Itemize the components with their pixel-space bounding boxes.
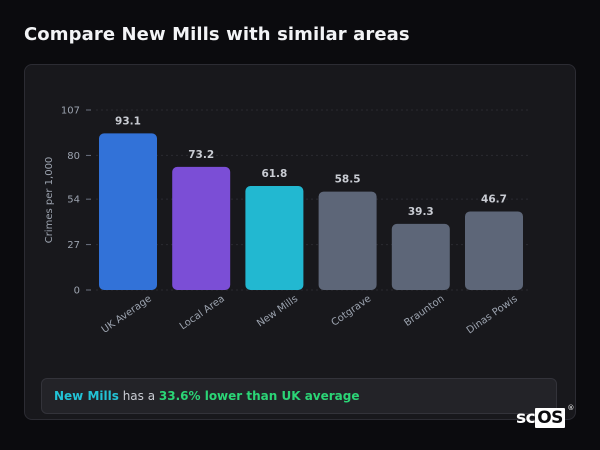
bar-value-label: 93.1 (115, 115, 141, 127)
y-tick-label: 0 (74, 286, 80, 297)
bar-value-label: 73.2 (188, 149, 214, 161)
y-axis-label: Crimes per 1,000 (44, 157, 55, 244)
page-title: Compare New Mills with similar areas (24, 24, 410, 45)
bar-value-labels: 93.1 73.2 61.8 58.5 39.3 46.7 (115, 115, 507, 218)
x-tick-label: Cotgrave (330, 293, 374, 328)
bar-dinas-powis[interactable] (465, 211, 523, 290)
brand-suffix: OS (535, 408, 565, 428)
x-tick-label: Braunton (402, 293, 446, 328)
bar-braunton[interactable] (391, 223, 450, 290)
bar-value-label: 46.7 (481, 193, 507, 205)
summary-area-name: New Mills (54, 389, 119, 403)
summary-connector: has a (118, 389, 159, 403)
brand-registered-mark: ® (567, 404, 574, 412)
brand-prefix: sc (516, 408, 536, 428)
bar-value-label: 61.8 (261, 168, 287, 180)
x-tick-label: Local Area (178, 293, 227, 332)
brand-logo: sc OS ® (516, 404, 574, 428)
bar-local-area[interactable] (172, 166, 231, 290)
y-tick-label: 54 (67, 195, 80, 206)
bar-cotgrave[interactable] (318, 191, 377, 290)
x-tick-label: UK Average (100, 293, 154, 335)
bar-value-label: 58.5 (335, 174, 361, 186)
comparison-summary: New Mills has a 33.6% lower than UK aver… (41, 378, 557, 414)
bar-value-label: 39.3 (408, 206, 434, 218)
y-tick-label: 80 (67, 151, 80, 162)
gridlines (96, 109, 530, 291)
x-axis-category-labels: UK Average Local Area New Mills Cotgrave Bra… (100, 293, 520, 336)
bars (99, 133, 523, 290)
x-tick-label: Dinas Powis (465, 293, 520, 336)
summary-difference: 33.6% lower than UK average (158, 389, 360, 403)
y-tick-label: 27 (67, 240, 80, 251)
y-axis-ticks: 0 27 54 80 107 (61, 106, 91, 297)
bar-new-mills[interactable] (245, 186, 304, 290)
y-tick-label: 107 (61, 106, 80, 117)
bar-uk-average[interactable] (99, 133, 157, 290)
x-tick-label: New Mills (255, 293, 300, 329)
